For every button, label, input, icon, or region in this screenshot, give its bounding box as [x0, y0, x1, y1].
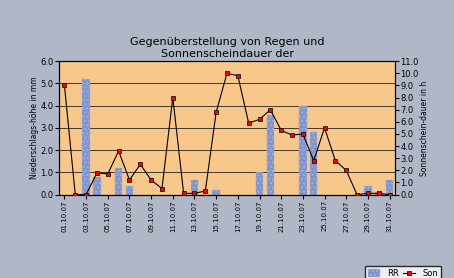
Y-axis label: Sonnenschein-dauer in h: Sonnenschein-dauer in h [420, 80, 429, 175]
Bar [115, 168, 123, 195]
Bar [126, 186, 133, 195]
Bar [191, 180, 198, 195]
Bar [386, 180, 393, 195]
Title: Gegenüberstellung von Regen und
Sonnenscheindauer der: Gegenüberstellung von Regen und Sonnensc… [130, 38, 324, 59]
Bar [299, 106, 306, 195]
Y-axis label: Niederschlags-höhe in mm: Niederschlags-höhe in mm [30, 76, 39, 179]
Bar [82, 79, 90, 195]
Bar [364, 186, 372, 195]
Bar [93, 177, 101, 195]
Legend: RR, Son: RR, Son [365, 265, 441, 278]
Bar [256, 172, 263, 195]
Bar [375, 192, 383, 195]
Bar [212, 190, 220, 195]
Bar [310, 132, 317, 195]
Bar [266, 115, 274, 195]
